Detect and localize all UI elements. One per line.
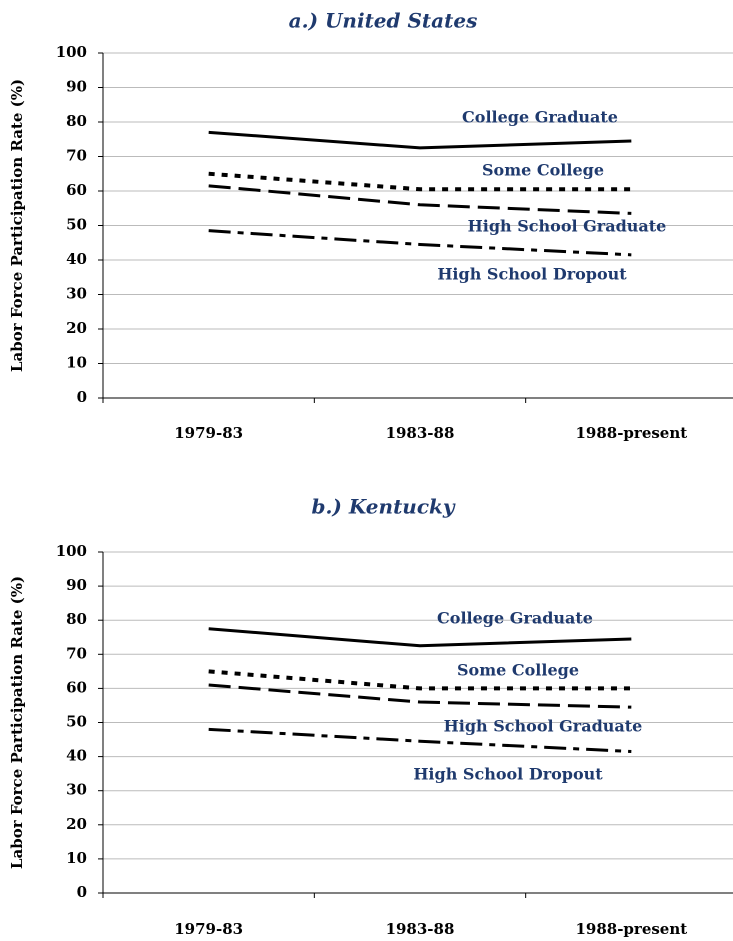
y-tick-label: 50 bbox=[66, 713, 87, 731]
y-tick-label: 40 bbox=[66, 250, 87, 268]
y-tick-label: 100 bbox=[56, 542, 87, 560]
chart-title: b.) Kentucky bbox=[311, 495, 455, 519]
series-line bbox=[208, 683, 632, 709]
series-label: High School Graduate bbox=[468, 217, 667, 236]
y-tick-label: 70 bbox=[66, 147, 87, 165]
y-tick-label: 60 bbox=[66, 181, 87, 199]
y-tick-label: 60 bbox=[66, 678, 87, 696]
x-tick-label: 1979-83 bbox=[174, 424, 243, 442]
series-line bbox=[208, 669, 632, 691]
y-tick-label: 20 bbox=[66, 815, 87, 833]
series-label: Some College bbox=[482, 161, 604, 180]
x-tick-label: 1983-88 bbox=[386, 424, 455, 442]
y-tick-label: 80 bbox=[66, 610, 87, 628]
x-tick-label: 1979-83 bbox=[174, 920, 243, 938]
x-tick-label: 1988-present bbox=[575, 920, 687, 938]
y-tick-label: 0 bbox=[77, 883, 87, 901]
y-tick-label: 0 bbox=[77, 388, 87, 406]
y-tick-label: 10 bbox=[66, 849, 87, 867]
x-tick-label: 1983-88 bbox=[386, 920, 455, 938]
series-line bbox=[208, 727, 632, 753]
series-label: High School Graduate bbox=[444, 717, 643, 736]
series-label: Some College bbox=[457, 661, 579, 680]
y-tick-label: 30 bbox=[66, 285, 87, 303]
series-line bbox=[208, 184, 632, 215]
x-tick-label: 1988-present bbox=[575, 424, 687, 442]
series-label: College Graduate bbox=[462, 108, 618, 127]
y-tick-label: 80 bbox=[66, 112, 87, 130]
series-label: College Graduate bbox=[437, 609, 593, 628]
series-label: High School Dropout bbox=[413, 765, 603, 784]
y-tick-label: 100 bbox=[56, 43, 87, 61]
series-line bbox=[208, 229, 632, 257]
y-axis-label: Labor Force Participation Rate (%) bbox=[8, 576, 26, 869]
y-tick-label: 70 bbox=[66, 644, 87, 662]
series-line bbox=[208, 171, 632, 192]
series-line bbox=[208, 130, 632, 150]
series-line bbox=[208, 627, 632, 648]
y-tick-label: 40 bbox=[66, 747, 87, 765]
y-tick-label: 90 bbox=[66, 576, 87, 594]
series-label: High School Dropout bbox=[437, 265, 627, 284]
y-axis-label: Labor Force Participation Rate (%) bbox=[8, 79, 26, 372]
y-tick-label: 90 bbox=[66, 78, 87, 96]
y-tick-label: 20 bbox=[66, 319, 87, 337]
y-tick-label: 30 bbox=[66, 781, 87, 799]
y-tick-label: 50 bbox=[66, 216, 87, 234]
chart-title: a.) United States bbox=[289, 9, 478, 33]
y-tick-label: 10 bbox=[66, 354, 87, 372]
